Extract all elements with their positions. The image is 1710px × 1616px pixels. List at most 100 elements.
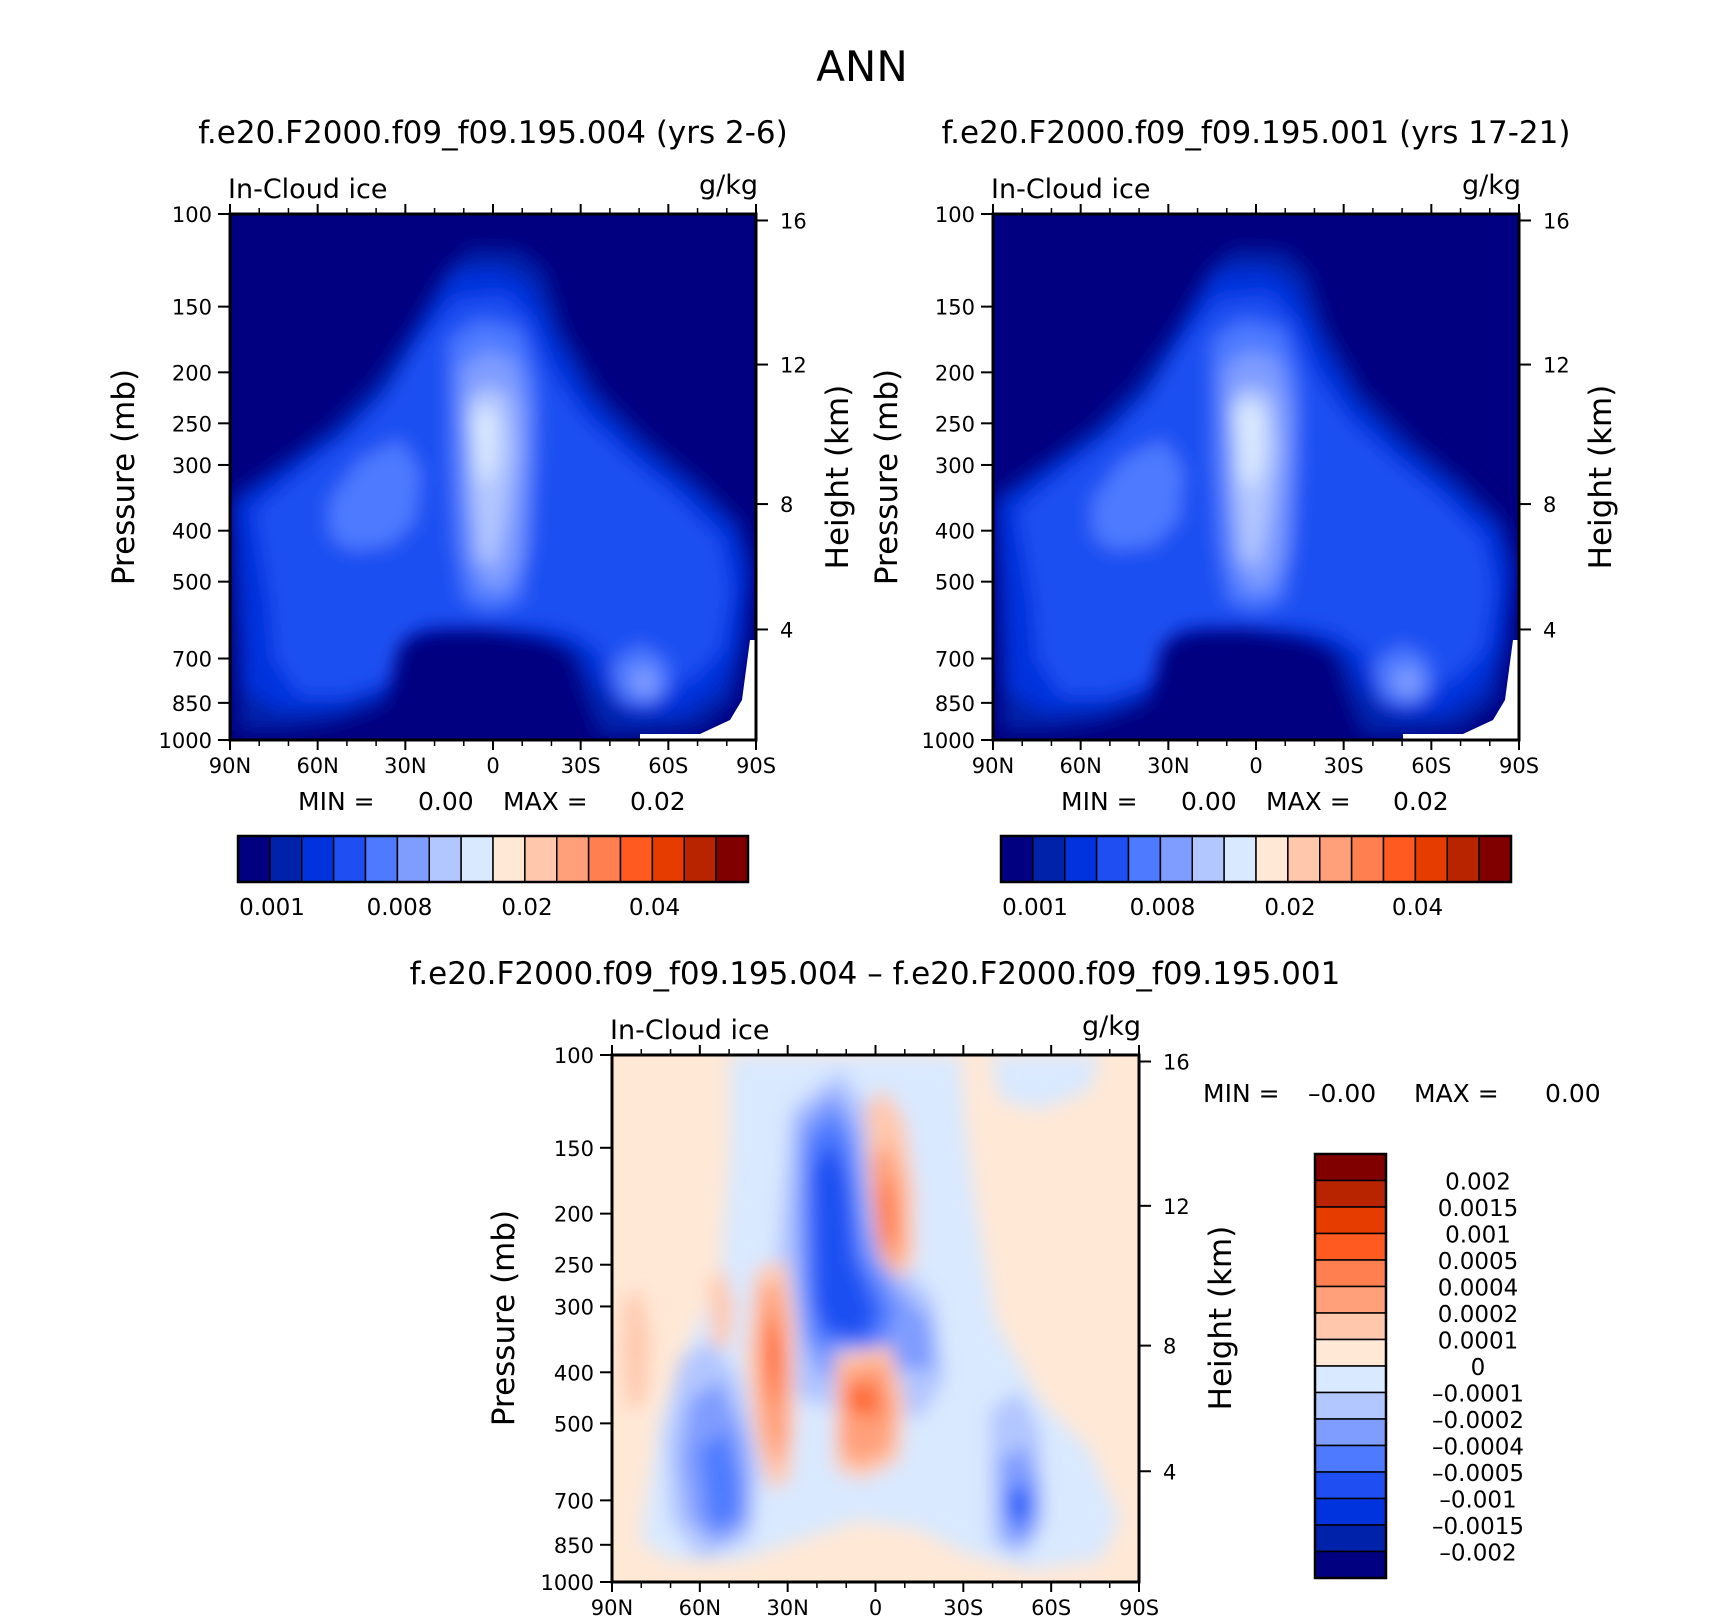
panel-2-ylabel2: Height (km) xyxy=(1583,385,1619,570)
y-tick-label: 300 xyxy=(935,454,975,478)
colorbar-swatch xyxy=(396,835,430,883)
colorbar-swatch xyxy=(364,835,399,883)
colorbar-swatch xyxy=(1314,1179,1387,1208)
y-tick-label: 250 xyxy=(172,412,212,436)
colorbar-swatch xyxy=(1314,1365,1387,1394)
y2-tick-label: 16 xyxy=(1543,209,1570,233)
colorbar-swatch xyxy=(460,835,494,883)
colorbar-label: –0.001 xyxy=(1439,1488,1516,1514)
colorbar-swatch xyxy=(1314,1232,1387,1261)
panel-diff-title: f.e20.F2000.f09_f09.195.004 – f.e20.F200… xyxy=(410,956,1341,992)
colorbar-label: 0.001 xyxy=(1002,895,1068,921)
colorbar-label: 0.04 xyxy=(629,895,680,921)
panel-2-plot-area xyxy=(993,214,1519,740)
colorbar-swatch xyxy=(1314,1391,1387,1420)
panel-1-max-value: 0.02 xyxy=(630,787,686,816)
colorbar-label: 0.04 xyxy=(1392,895,1443,921)
panel-diff-colorbar: 0.0020.00150.0010.00050.00040.00020.0001… xyxy=(1313,1152,1524,1580)
colorbar-swatch xyxy=(651,835,685,883)
colorbar-swatch xyxy=(1000,835,1034,883)
pos-0002e xyxy=(622,1290,650,1410)
colorbar-swatch xyxy=(237,835,271,883)
panel-1-min-value: 0.00 xyxy=(418,787,474,816)
colorbar-label: –0.0001 xyxy=(1432,1382,1524,1408)
x-tick-label: 0 xyxy=(869,1596,882,1616)
y-tick-label: 500 xyxy=(554,1412,594,1436)
level-4 xyxy=(330,440,420,550)
panel-diff-min-label: MIN = xyxy=(1203,1079,1280,1108)
panel-2-contours xyxy=(995,248,1515,735)
panel-diff-max-value: 0.00 xyxy=(1545,1079,1601,1108)
colorbar-swatch xyxy=(1314,1285,1387,1314)
y-tick-label: 700 xyxy=(172,648,212,672)
colorbar-label: 0.0002 xyxy=(1438,1302,1518,1328)
x-tick-label: 60S xyxy=(1411,754,1451,778)
panel-diff-variable: In-Cloud ice xyxy=(610,1015,769,1046)
colorbar-swatch xyxy=(1064,835,1098,883)
pos-0005 xyxy=(875,1178,897,1245)
colorbar-label: –0.0005 xyxy=(1432,1461,1524,1487)
colorbar-swatch xyxy=(715,835,749,883)
colorbar-swatch xyxy=(1350,835,1385,883)
colorbar-label: 0.02 xyxy=(501,895,552,921)
y2-tick-label: 8 xyxy=(1163,1335,1176,1359)
panel-diff-plot-area xyxy=(612,1055,1139,1582)
panel-2-variable: In-Cloud ice xyxy=(991,174,1150,205)
y2-tick-label: 12 xyxy=(780,354,807,378)
colorbar-swatch xyxy=(492,835,526,883)
panel-diff-ylabel: Pressure (mb) xyxy=(486,1210,522,1426)
y-tick-label: 300 xyxy=(172,454,212,478)
panel-2-max-label: MAX = xyxy=(1266,787,1351,816)
x-tick-label: 0 xyxy=(486,754,499,778)
chart-panel-2: f.e20.F2000.f09_f09.195.001 (yrs 17-21) … xyxy=(869,115,1619,921)
panel-2-terrain xyxy=(1403,640,1519,740)
level-7 xyxy=(1235,400,1265,490)
y2-tick-label: 12 xyxy=(1163,1195,1190,1219)
y-tick-label: 250 xyxy=(935,412,975,436)
x-tick-label: 60N xyxy=(296,754,338,778)
y-tick-label: 100 xyxy=(935,203,975,227)
x-tick-label: 30S xyxy=(943,1596,983,1616)
y-tick-label: 700 xyxy=(935,648,975,672)
panel-2-min-label: MIN = xyxy=(1061,787,1138,816)
level-4 xyxy=(1093,440,1183,550)
pos-001 xyxy=(766,1330,778,1375)
colorbar-swatch xyxy=(587,835,622,883)
panel-2-colorbar: 0.001 0.008 0.02 0.04 xyxy=(999,834,1513,921)
y2-tick-label: 12 xyxy=(1543,354,1570,378)
panel-2-units: g/kg xyxy=(1462,170,1521,201)
panel-1-terrain xyxy=(640,640,756,740)
colorbar-label: 0.0005 xyxy=(1438,1249,1518,1275)
y2-tick-label: 16 xyxy=(1163,1050,1190,1074)
x-tick-label: 90S xyxy=(736,754,776,778)
y2-tick-label: 4 xyxy=(780,618,793,642)
colorbar-swatch xyxy=(1446,835,1480,883)
panel-1-ylabel: Pressure (mb) xyxy=(106,369,142,585)
colorbar-swatch xyxy=(556,835,590,883)
colorbar-swatch xyxy=(1314,1444,1387,1473)
panel-1-colorbar: 0.001 0.008 0.02 0.04 xyxy=(236,834,750,921)
figure-title: ANN xyxy=(816,42,908,91)
y-tick-label: 1000 xyxy=(541,1571,594,1595)
y2-tick-label: 4 xyxy=(1543,618,1556,642)
colorbar-label: –0.0015 xyxy=(1432,1514,1524,1540)
colorbar-swatch xyxy=(1314,1206,1387,1235)
colorbar-label: 0.002 xyxy=(1445,1170,1511,1196)
panel-1-min-label: MIN = xyxy=(298,787,375,816)
colorbar-swatch xyxy=(1314,1524,1387,1553)
colorbar-label: –0.0004 xyxy=(1432,1435,1524,1461)
y-tick-label: 100 xyxy=(172,203,212,227)
y-tick-label: 850 xyxy=(172,692,212,716)
colorbar-swatch xyxy=(683,835,717,883)
y-tick-label: 200 xyxy=(554,1203,594,1227)
x-tick-label: 60S xyxy=(1031,1596,1071,1616)
y-tick-label: 1000 xyxy=(922,729,975,753)
colorbar-swatch xyxy=(1314,1471,1387,1500)
colorbar-swatch xyxy=(1314,1418,1387,1447)
panel-1-plot-area xyxy=(230,214,756,740)
panel-2-min-value: 0.00 xyxy=(1181,787,1237,816)
colorbar-swatch xyxy=(1255,835,1289,883)
colorbar-label: 0.0004 xyxy=(1438,1276,1518,1302)
